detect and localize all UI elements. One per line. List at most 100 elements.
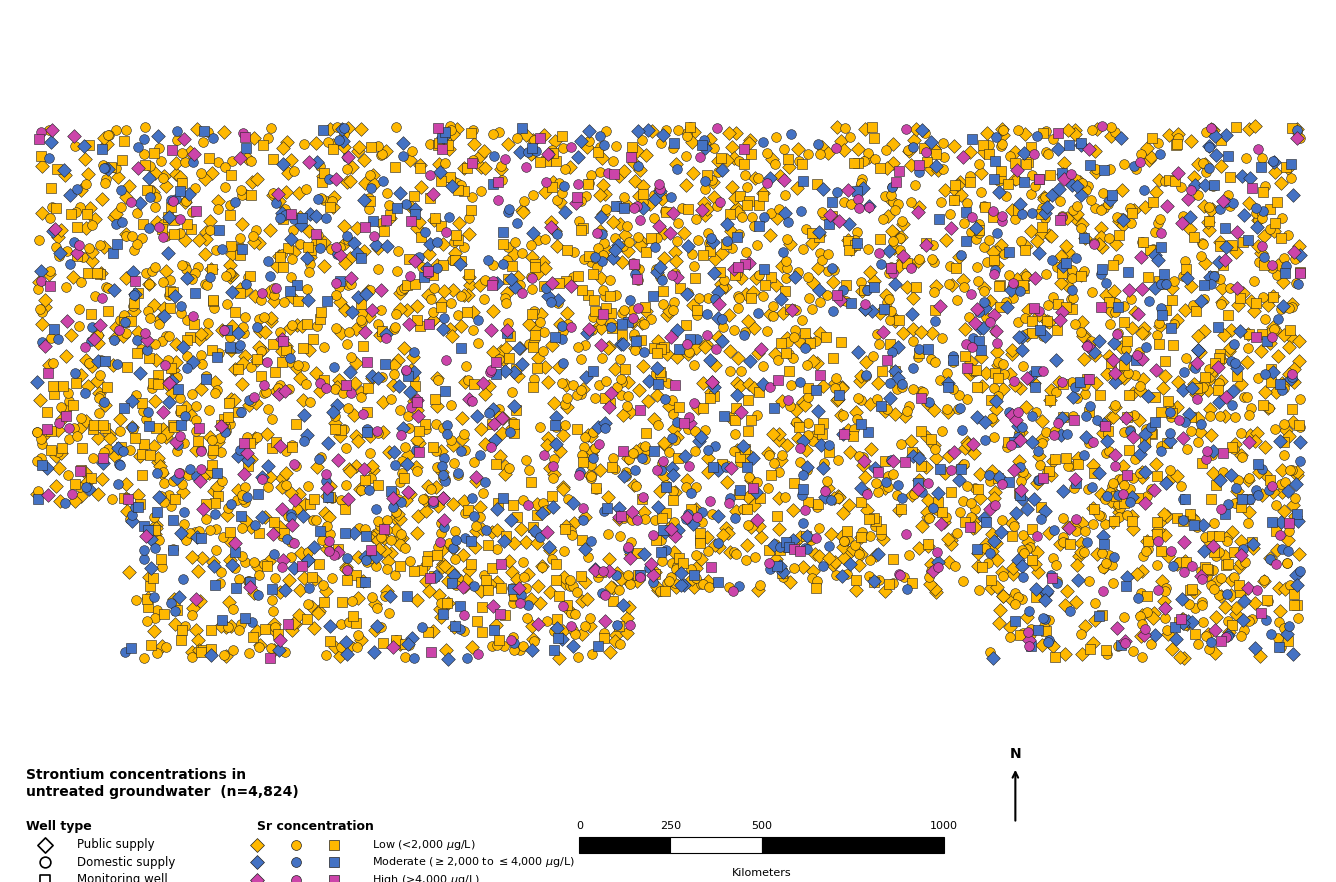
Point bbox=[444, 175, 465, 189]
Point bbox=[1063, 482, 1085, 496]
Point bbox=[460, 278, 481, 292]
Point bbox=[461, 156, 482, 170]
Point bbox=[935, 234, 957, 248]
Point bbox=[652, 128, 673, 142]
Point bbox=[254, 386, 275, 400]
Point bbox=[1029, 323, 1050, 337]
Point bbox=[1010, 460, 1031, 474]
Point bbox=[1154, 174, 1176, 188]
Point bbox=[1218, 344, 1240, 358]
Point bbox=[488, 175, 509, 189]
Point bbox=[1009, 425, 1030, 439]
Point bbox=[502, 630, 524, 644]
Point bbox=[822, 261, 843, 275]
Point bbox=[1090, 608, 1112, 622]
Point bbox=[695, 174, 716, 188]
Point bbox=[1180, 424, 1201, 438]
Point bbox=[1252, 207, 1273, 221]
Point bbox=[607, 566, 628, 580]
Point bbox=[1172, 513, 1193, 527]
Point bbox=[1085, 348, 1106, 363]
Point bbox=[1196, 562, 1217, 576]
Point bbox=[743, 381, 764, 395]
Point bbox=[1026, 129, 1047, 143]
Point bbox=[588, 241, 609, 255]
Point bbox=[103, 283, 124, 297]
Point bbox=[33, 427, 55, 441]
Point bbox=[676, 337, 697, 351]
Point bbox=[572, 626, 593, 640]
Point bbox=[373, 174, 394, 188]
Point bbox=[390, 495, 411, 509]
Point bbox=[28, 132, 49, 146]
Point bbox=[768, 433, 790, 447]
Point bbox=[564, 516, 585, 530]
Point bbox=[581, 471, 603, 485]
Point bbox=[973, 295, 994, 309]
Point bbox=[27, 375, 48, 389]
Point bbox=[428, 138, 449, 153]
Point bbox=[1055, 300, 1077, 314]
Point bbox=[1288, 610, 1309, 624]
Point bbox=[703, 140, 724, 154]
Point bbox=[385, 307, 406, 321]
Point bbox=[381, 533, 402, 547]
Point bbox=[1244, 304, 1265, 318]
Point bbox=[943, 138, 965, 153]
Point bbox=[729, 379, 751, 393]
Point bbox=[1144, 605, 1165, 619]
Point bbox=[458, 564, 480, 578]
Point bbox=[1034, 505, 1055, 519]
Point bbox=[580, 469, 601, 483]
Point bbox=[1197, 383, 1218, 397]
Point bbox=[305, 209, 326, 223]
Point bbox=[1173, 492, 1194, 506]
Point bbox=[974, 541, 995, 555]
Point bbox=[754, 262, 775, 276]
Point bbox=[719, 497, 740, 511]
Point bbox=[466, 408, 488, 422]
Point bbox=[796, 460, 818, 475]
Point bbox=[645, 370, 667, 384]
Point bbox=[224, 305, 246, 319]
Point bbox=[512, 493, 533, 507]
Point bbox=[65, 246, 87, 260]
Point bbox=[848, 557, 870, 572]
Point bbox=[285, 838, 306, 852]
Point bbox=[27, 454, 48, 468]
Point bbox=[215, 180, 236, 194]
Point bbox=[663, 545, 684, 559]
Point bbox=[1122, 644, 1144, 658]
Point bbox=[665, 377, 687, 392]
Point bbox=[895, 122, 916, 136]
Point bbox=[1186, 385, 1208, 400]
Point bbox=[521, 146, 542, 161]
Point bbox=[701, 375, 723, 389]
Point bbox=[850, 374, 871, 388]
Point bbox=[521, 619, 542, 633]
Point bbox=[510, 278, 532, 292]
Point bbox=[461, 639, 482, 654]
Point bbox=[681, 572, 703, 587]
Point bbox=[589, 129, 611, 143]
Point bbox=[1154, 594, 1176, 608]
Point bbox=[660, 330, 681, 344]
Point bbox=[564, 607, 585, 621]
Point bbox=[553, 179, 574, 193]
Point bbox=[745, 475, 767, 489]
Point bbox=[1180, 583, 1201, 597]
Point bbox=[592, 307, 613, 321]
Point bbox=[309, 524, 330, 538]
Point bbox=[421, 292, 442, 306]
Point bbox=[1138, 294, 1160, 308]
Point bbox=[925, 582, 946, 596]
Point bbox=[1216, 557, 1237, 572]
Point bbox=[1005, 614, 1026, 628]
Point bbox=[1221, 398, 1242, 412]
Point bbox=[888, 567, 910, 581]
Point bbox=[150, 552, 171, 566]
Point bbox=[426, 261, 448, 275]
Point bbox=[725, 126, 747, 140]
Point bbox=[1208, 376, 1229, 390]
Point bbox=[739, 354, 760, 368]
